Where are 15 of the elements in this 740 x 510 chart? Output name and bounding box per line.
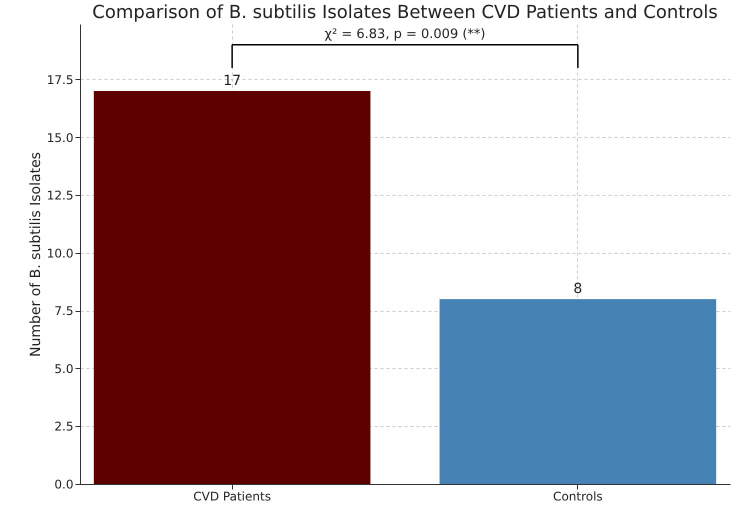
x-tick-label: Controls (553, 490, 603, 504)
y-tick-label: 2.5 (54, 420, 74, 434)
y-tick-label: 10.0 (46, 246, 74, 260)
x-tick-label: CVD Patients (193, 490, 271, 504)
y-tick-label: 7.5 (54, 304, 74, 318)
y-tick-label: 12.5 (46, 188, 74, 203)
y-axis-title: Number of B. subtilis Isolates (28, 152, 44, 357)
y-tick-label: 0.0 (54, 478, 74, 492)
chart-title: Comparison of B. subtilis Isolates Between CVD Patients and Controls (92, 2, 718, 23)
y-tick-label: 15.0 (46, 130, 74, 145)
annotation: χ² = 6.83, p = 0.009 (**) (324, 26, 486, 42)
data-label: 8 (573, 281, 582, 298)
y-tick-label: 17.5 (46, 72, 74, 87)
y-tick-label: 5.0 (54, 362, 74, 376)
data-label: 17 (223, 73, 242, 90)
